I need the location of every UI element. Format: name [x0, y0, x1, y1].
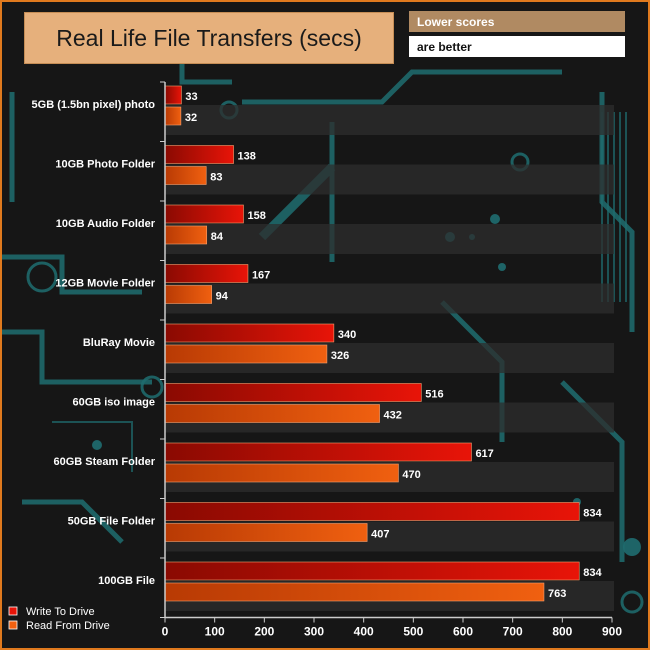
data-label: 340 [338, 329, 356, 341]
category-label: 50GB File Folder [68, 516, 156, 528]
bar-write [164, 145, 234, 164]
legend-swatch [8, 620, 18, 630]
x-tick-label: 800 [552, 625, 572, 639]
note-lower-scores: Lower scores [409, 11, 625, 32]
data-label: 516 [425, 389, 443, 401]
x-tick-label: 500 [403, 625, 423, 639]
category-label: 10GB Photo Folder [55, 159, 155, 171]
category-label: 5GB (1.5bn pixel) photo [32, 99, 156, 111]
data-label: 167 [252, 270, 270, 282]
data-label: 94 [216, 291, 229, 303]
bar-read [164, 404, 380, 423]
legend-swatch [8, 606, 18, 616]
data-label: 432 [384, 410, 402, 422]
data-label: 407 [371, 529, 389, 541]
row-band [165, 105, 614, 135]
bar-read [164, 166, 207, 185]
data-label: 33 [185, 91, 197, 103]
bars-layer: 33 32 138 83 158 84 167 94 340 326 516 432 617 470 834… [164, 85, 602, 602]
bar-read [164, 344, 328, 364]
data-label: 326 [331, 350, 349, 362]
row-band [165, 224, 614, 254]
x-tick-label: 100 [205, 625, 225, 639]
bar-read [164, 523, 368, 542]
bar-write [164, 204, 244, 224]
bar-write [164, 442, 472, 462]
bar-write [164, 323, 335, 343]
bar-write [164, 264, 249, 283]
data-label: 158 [247, 210, 265, 222]
legend: Write To Drive Read From Drive [8, 606, 110, 632]
row-band [165, 283, 614, 314]
category-label: 60GB Steam Folder [54, 456, 156, 468]
note-are-better: are better [409, 36, 625, 57]
chart-title: Real Life File Transfers (secs) [24, 12, 394, 64]
data-label: 617 [475, 448, 493, 460]
category-label: 10GB Audio Folder [56, 218, 156, 230]
legend-label: Read From Drive [26, 620, 110, 632]
x-tick-label: 200 [254, 625, 274, 639]
data-label: 834 [583, 508, 602, 520]
legend-label: Write To Drive [26, 606, 95, 618]
bar-write [164, 561, 580, 581]
x-tick-label: 300 [304, 625, 324, 639]
data-label: 138 [238, 151, 256, 163]
x-tick-label: 700 [503, 625, 523, 639]
axes-layer: 5GB (1.5bn pixel) photo 10GB Photo Folder… [32, 81, 622, 639]
bar-write [164, 383, 422, 402]
bar-read [164, 285, 212, 304]
bar-read [164, 225, 208, 245]
row-band [165, 164, 614, 195]
bar-read [164, 106, 182, 126]
category-label: 12GB Movie Folder [55, 278, 155, 290]
bar-write [164, 502, 580, 521]
data-label: 834 [583, 567, 602, 579]
data-label: 84 [211, 231, 224, 243]
category-label: 60GB iso image [72, 397, 155, 409]
bar-read [164, 463, 399, 483]
x-tick-label: 400 [354, 625, 374, 639]
data-label: 32 [185, 112, 197, 124]
category-label: BluRay Movie [83, 337, 155, 349]
data-label: 470 [402, 469, 420, 481]
bar-read [164, 582, 545, 602]
bar-write [164, 85, 182, 105]
category-label: 100GB File [98, 575, 155, 587]
x-tick-label: 600 [453, 625, 473, 639]
x-tick-label: 0 [162, 625, 169, 639]
data-label: 83 [210, 172, 222, 184]
data-label: 763 [548, 588, 566, 600]
x-tick-label: 900 [602, 625, 622, 639]
